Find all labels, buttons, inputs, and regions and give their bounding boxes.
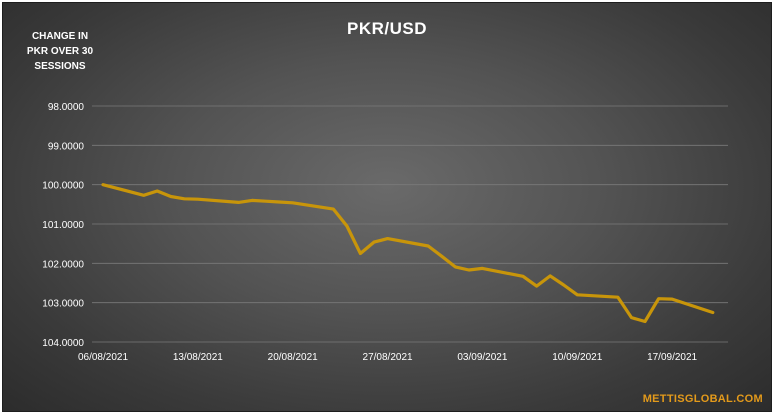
y-axis-label-line: PKR OVER 30 <box>26 46 94 57</box>
y-tick-label: 103.0000 <box>42 299 84 310</box>
watermark: METTISGLOBAL.COM <box>642 393 763 405</box>
y-axis-label-line: CHANGE IN <box>31 31 89 42</box>
x-tick-label: 17/09/2021 <box>647 352 697 363</box>
x-tick-label: 06/08/2021 <box>78 352 128 363</box>
y-tick-label: 98.0000 <box>48 102 85 113</box>
chart-title: PKR/USD <box>346 19 427 38</box>
x-tick-label: 20/08/2021 <box>268 352 318 363</box>
y-tick-label: 101.0000 <box>42 220 84 231</box>
x-tick-label: 27/08/2021 <box>363 352 413 363</box>
series-line <box>101 183 715 324</box>
y-tick-label: 102.0000 <box>42 259 84 270</box>
chart-area: PKR/USD CHANGE IN PKR OVER 30 SESSIONS M… <box>2 2 772 412</box>
x-tick-label: 13/08/2021 <box>173 352 223 363</box>
y-tick-label: 99.0000 <box>48 141 85 152</box>
y-axis-label: CHANGE IN PKR OVER 30 SESSIONS <box>17 29 103 74</box>
y-axis-label-line: SESSIONS <box>34 61 86 72</box>
x-tick-label: 03/09/2021 <box>457 352 507 363</box>
x-tick-label: 10/09/2021 <box>552 352 602 363</box>
y-tick-label: 100.0000 <box>42 181 84 192</box>
y-tick-label: 104.0000 <box>42 338 84 349</box>
